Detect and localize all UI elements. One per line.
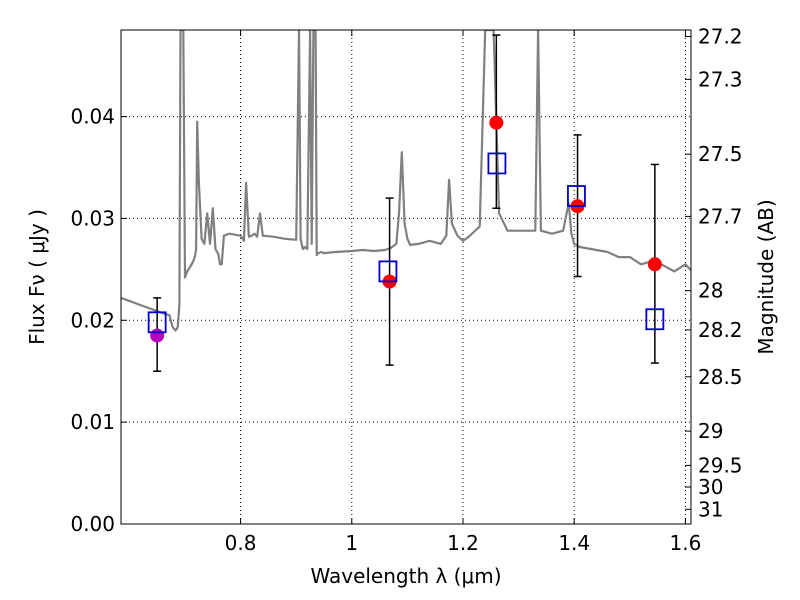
- right-tick-label: 28.2: [698, 318, 743, 342]
- right-tick-label: 29: [698, 419, 723, 443]
- x-tick-label: 0.8: [225, 531, 257, 555]
- model-point: [645, 308, 665, 331]
- ticks: 0.8 1 1.2 1.4 1.6 0.00 0.01 0.02 0.03 0.04 27.2 27.…: [70, 24, 742, 555]
- right-tick-label: 28.5: [698, 365, 743, 389]
- model-point: [147, 311, 167, 334]
- observed-point: [150, 328, 165, 343]
- right-tick-label: 28: [698, 279, 723, 303]
- plot-background: [121, 30, 691, 524]
- right-tick-label: 31: [698, 497, 723, 521]
- model-point: [378, 260, 398, 283]
- observed-point: [489, 115, 504, 130]
- model-point: [487, 152, 507, 175]
- right-tick-label: 27.7: [698, 204, 743, 228]
- x-tick-label: 1.2: [447, 531, 479, 555]
- y-tick-label: 0.02: [70, 308, 115, 332]
- right-axis-title: Magnitude (AB): [754, 199, 778, 354]
- x-axis-title: Wavelength λ (μm): [310, 564, 501, 588]
- x-tick-label: 1.4: [558, 531, 590, 555]
- model-points: [147, 152, 665, 334]
- y-tick-label: 0.00: [70, 512, 115, 536]
- x-tick-label: 1.6: [670, 531, 702, 555]
- x-tick-label: 1: [345, 531, 358, 555]
- right-tick-label: 27.5: [698, 142, 743, 166]
- right-tick-label: 27.2: [698, 24, 743, 48]
- y-axis-title: Flux Fν ( μJy ): [25, 209, 49, 345]
- right-tick-label: 27.3: [698, 67, 743, 91]
- plot-frame: [120, 29, 692, 525]
- spectrum: [121, 30, 691, 332]
- y-tick-label: 0.04: [70, 105, 115, 129]
- observed-point: [647, 257, 662, 272]
- spectrum-line: [121, 30, 691, 332]
- y-tick-label: 0.03: [70, 206, 115, 230]
- model-point: [567, 185, 586, 207]
- right-tick-label: 29.5: [698, 453, 743, 477]
- y-tick-label: 0.01: [70, 410, 115, 434]
- right-tick-label: 30: [698, 475, 723, 499]
